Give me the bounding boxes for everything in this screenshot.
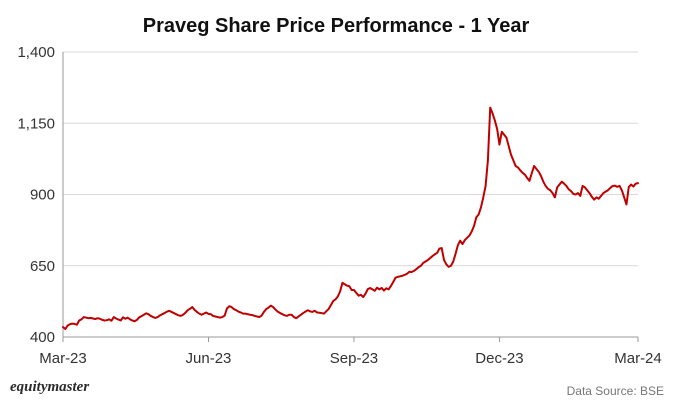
y-tick-label: 1,150 bbox=[17, 115, 55, 132]
y-tick-label: 400 bbox=[30, 329, 55, 346]
equitymaster-logo: equitymaster bbox=[10, 379, 90, 395]
series-line-praveg bbox=[62, 106, 639, 331]
data-source-note: Data Source: BSE bbox=[566, 384, 664, 398]
gridlines bbox=[63, 51, 638, 338]
x-tick-label: Mar-23 bbox=[39, 350, 87, 367]
axes: 400 650 900 1,150 1,400 Mar-23 Jun-23 Sep-23 Dec… bbox=[17, 44, 661, 367]
x-tick-label: Dec-23 bbox=[475, 350, 523, 367]
y-tick-label: 1,400 bbox=[17, 44, 55, 61]
y-tick-label: 900 bbox=[30, 187, 55, 204]
y-tick-label: 650 bbox=[30, 258, 55, 275]
x-tick-label: Jun-23 bbox=[186, 350, 232, 367]
series-layer bbox=[62, 106, 639, 331]
chart-title: Praveg Share Price Performance - 1 Year bbox=[143, 15, 530, 37]
x-tick-label: Sep-23 bbox=[330, 350, 378, 367]
x-tick-label: Mar-24 bbox=[614, 350, 662, 367]
